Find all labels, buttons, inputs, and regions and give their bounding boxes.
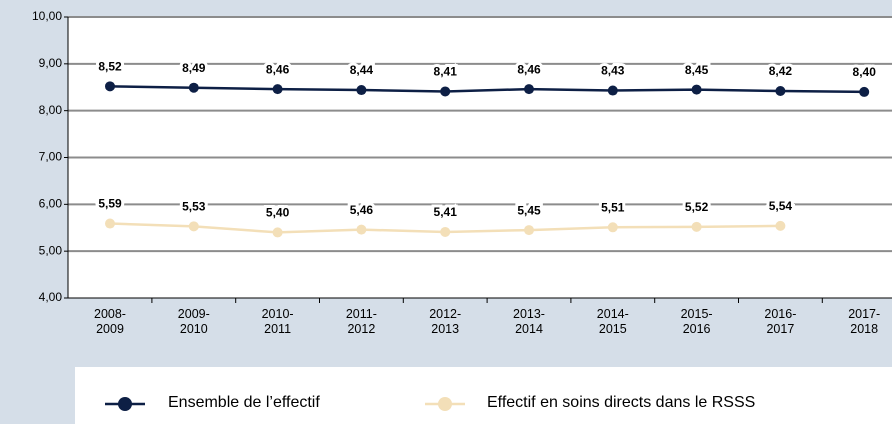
- data-label: 8,43: [601, 64, 625, 78]
- y-tick-label: 10,00: [32, 9, 62, 23]
- x-tick-label: 2011-2012: [345, 307, 377, 336]
- x-tick-label: 2012-2013: [429, 307, 462, 336]
- data-label: 5,46: [350, 203, 374, 217]
- x-tick-label: 2016-2017: [764, 307, 797, 336]
- data-label: 8,52: [98, 59, 122, 73]
- y-tick-label: 8,00: [39, 103, 63, 117]
- data-label: 5,51: [601, 200, 625, 214]
- x-tick-label: 2008-2009: [94, 307, 126, 336]
- x-tick-label: 2009-2010: [177, 307, 210, 336]
- data-label: 8,44: [350, 63, 374, 77]
- data-label: 5,53: [182, 200, 206, 214]
- data-point: [272, 227, 283, 238]
- data-point: [691, 221, 702, 232]
- data-label: 8,42: [769, 64, 793, 78]
- data-point: [272, 84, 283, 95]
- data-point: [524, 84, 534, 95]
- data-label: 5,41: [434, 205, 458, 219]
- data-point: [356, 224, 367, 235]
- x-tick-label: 2014-2015: [596, 307, 629, 336]
- data-point: [440, 226, 451, 237]
- data-point: [188, 221, 199, 232]
- data-label: 5,59: [98, 197, 122, 211]
- y-tick-label: 5,00: [39, 243, 63, 257]
- data-point: [859, 86, 870, 97]
- data-point: [440, 86, 451, 97]
- data-point: [105, 218, 115, 229]
- data-point: [607, 85, 618, 96]
- data-point: [607, 222, 618, 233]
- y-tick-label: 4,00: [39, 290, 63, 304]
- y-tick-label: 6,00: [39, 197, 63, 211]
- data-label: 8,49: [182, 61, 206, 75]
- data-point: [356, 85, 367, 96]
- x-tick-label: 2015-2016: [680, 307, 713, 336]
- x-tick-label: 2017-2018: [848, 307, 881, 336]
- y-tick-label: 7,00: [39, 150, 63, 164]
- data-point: [691, 84, 702, 95]
- data-label: 5,52: [685, 200, 709, 214]
- x-tick-label: 2010-2011: [261, 307, 294, 336]
- legend-label: Ensemble de l’effectif: [168, 394, 320, 411]
- legend-label: Effectif en soins directs dans le RSSS: [487, 394, 756, 411]
- data-point: [775, 220, 786, 231]
- data-label: 8,41: [434, 65, 458, 79]
- data-point: [524, 225, 534, 236]
- data-point: [188, 82, 199, 93]
- data-point: [105, 81, 115, 92]
- data-label: 8,40: [853, 65, 877, 79]
- legend-marker: [438, 397, 452, 411]
- data-point: [775, 85, 786, 96]
- data-label: 5,45: [517, 203, 541, 217]
- y-tick-label: 9,00: [39, 56, 63, 70]
- series-line: [109, 85, 865, 94]
- x-tick-label: 2013-2014: [513, 307, 545, 336]
- data-label: 8,46: [517, 62, 541, 76]
- data-label: 8,45: [685, 63, 709, 77]
- legend-box: [75, 367, 892, 424]
- legend-marker: [118, 397, 132, 411]
- data-label: 5,54: [769, 199, 793, 213]
- data-label: 8,46: [266, 62, 290, 76]
- data-label: 5,40: [266, 206, 290, 220]
